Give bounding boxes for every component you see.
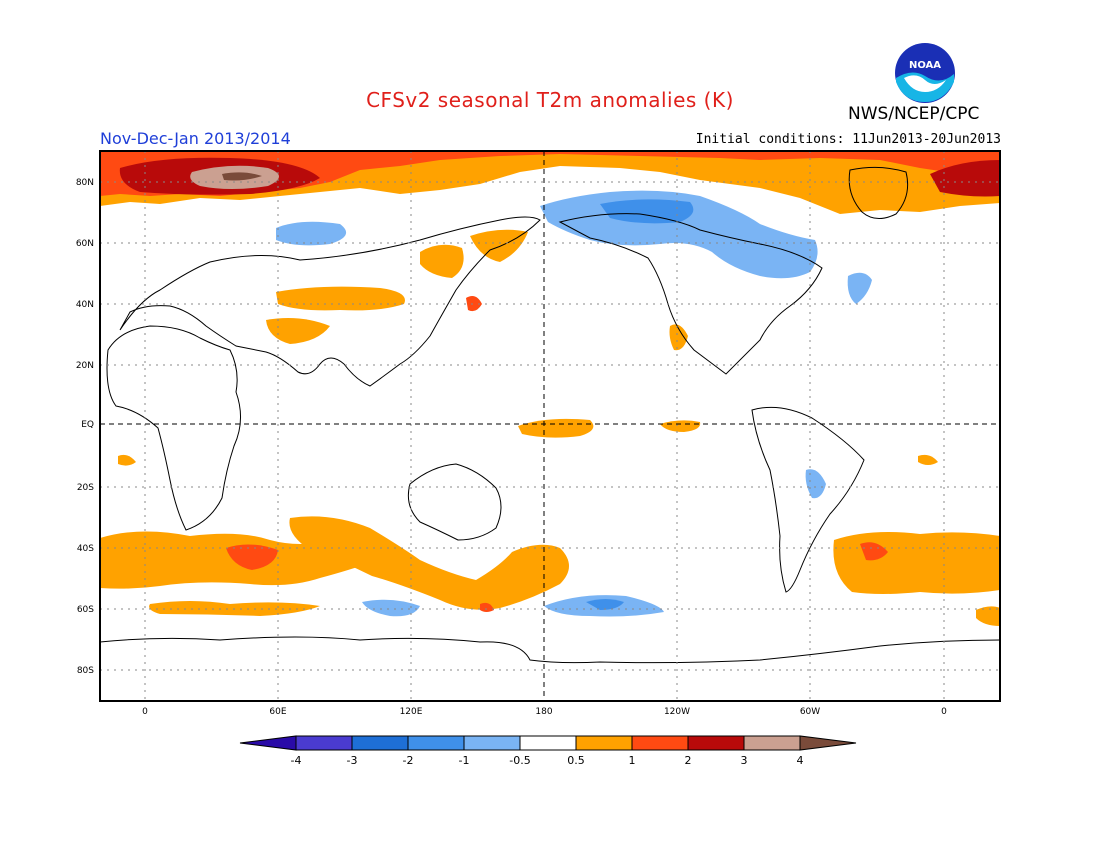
chart-title: CFSv2 seasonal T2m anomalies (K) bbox=[366, 88, 734, 112]
color-bar-segment bbox=[631, 735, 689, 751]
south-pacific-cold-area bbox=[544, 595, 664, 617]
grid bbox=[100, 151, 1000, 701]
south-pacific-cold-core bbox=[586, 599, 624, 610]
arctic-very-warm-area-west bbox=[119, 157, 320, 195]
arctic-very-warm-area-east bbox=[930, 160, 1000, 197]
siberia-warm-area bbox=[470, 229, 528, 262]
lat-label: 20N bbox=[76, 361, 94, 371]
color-bar bbox=[239, 735, 857, 751]
color-bar-labels: -4 -3 -2 -1 -0.5 0.5 1 2 3 4 bbox=[291, 754, 804, 767]
noaa-logo-text: NOAA bbox=[909, 60, 941, 71]
lat-label: EQ bbox=[81, 420, 94, 430]
south-atlantic-strong-warm bbox=[860, 542, 888, 561]
lat-labels: 80N 60N 40N 20N EQ 20S 40S 60S 80S bbox=[76, 178, 94, 676]
anomaly-shading bbox=[100, 151, 1000, 626]
lat-label: 80S bbox=[77, 666, 94, 676]
legend-label: 4 bbox=[797, 754, 804, 767]
equatorial-pacific-warm-area bbox=[518, 418, 594, 438]
africa-coastline bbox=[106, 325, 241, 531]
lat-label: 40N bbox=[76, 300, 94, 310]
lon-labels: 0 60E 120E 180 120W 60W 0 bbox=[142, 707, 947, 717]
southern-ocean-warm-area-east bbox=[833, 532, 1000, 594]
lat-label: 20S bbox=[77, 483, 94, 493]
forecast-period: Nov-Dec-Jan 2013/2014 bbox=[100, 129, 291, 148]
color-bar-segment bbox=[519, 735, 577, 751]
color-bar-segment bbox=[407, 735, 465, 751]
southern-ocean-warm-area-mid bbox=[289, 516, 569, 610]
color-bar-segment bbox=[295, 735, 353, 751]
legend-label: -1 bbox=[459, 754, 470, 767]
legend-label: -3 bbox=[347, 754, 358, 767]
greenland-coastline bbox=[848, 166, 909, 219]
lon-label: 0 bbox=[941, 707, 947, 717]
color-bar-segment bbox=[463, 735, 521, 751]
antarctica-coastline bbox=[100, 636, 1000, 664]
arctic-extreme-warm-area bbox=[190, 165, 279, 189]
southern-ocean-warm-area-west bbox=[100, 531, 372, 589]
lon-label: 60W bbox=[800, 707, 820, 717]
color-bar-segment bbox=[351, 735, 409, 751]
lon-label: 180 bbox=[535, 707, 552, 717]
map-frame bbox=[99, 150, 1001, 702]
north-america-coastline bbox=[558, 213, 823, 375]
europe-cold-area bbox=[276, 221, 347, 246]
tasman-strong-warm bbox=[480, 602, 494, 612]
color-bar-segment bbox=[743, 735, 801, 751]
eurasia-coastline bbox=[119, 216, 541, 387]
legend-label: -0.5 bbox=[509, 754, 530, 767]
north-america-cold-area bbox=[540, 190, 818, 279]
arctic-warm-area bbox=[100, 151, 1000, 214]
color-bar-segment bbox=[575, 735, 633, 751]
japan-warm-spot bbox=[466, 296, 482, 312]
lon-label: 120W bbox=[664, 707, 690, 717]
north-america-cold-core bbox=[600, 199, 694, 224]
mexico-warm-area bbox=[669, 324, 688, 351]
south-pacific-warm-east bbox=[976, 606, 1000, 626]
color-bar-arrow-high bbox=[799, 735, 857, 751]
asia-warm-band bbox=[276, 286, 405, 311]
noaa-logo: NOAA bbox=[895, 43, 955, 103]
south-atlantic-warm-spot bbox=[918, 454, 938, 465]
lat-label: 60S bbox=[77, 605, 94, 615]
east-asia-warm-area bbox=[420, 244, 464, 278]
lat-label: 40S bbox=[77, 544, 94, 554]
south-america-cold-area bbox=[805, 469, 826, 499]
middle-east-warm-area bbox=[266, 318, 330, 344]
legend-label: -2 bbox=[403, 754, 414, 767]
legend-label: 1 bbox=[629, 754, 636, 767]
atlantic-warm-spot bbox=[118, 454, 136, 466]
south-indian-strong-warm bbox=[226, 544, 278, 570]
legend-label: 3 bbox=[741, 754, 748, 767]
lon-label: 60E bbox=[269, 707, 286, 717]
lon-label: 0 bbox=[142, 707, 148, 717]
initial-conditions: Initial conditions: 11Jun2013-20Jun2013 bbox=[695, 132, 1001, 147]
australia-coastline bbox=[407, 463, 502, 541]
arctic-peak-area bbox=[222, 172, 262, 181]
legend-label: -4 bbox=[291, 754, 302, 767]
lon-label: 120E bbox=[400, 707, 423, 717]
south-indian-cold-area bbox=[362, 599, 420, 617]
agency-label: NWS/NCEP/CPC bbox=[848, 104, 980, 124]
southern-ocean-warm-band bbox=[149, 601, 320, 616]
legend-label: 2 bbox=[685, 754, 692, 767]
south-america-coastline bbox=[751, 406, 865, 593]
color-bar-arrow-low bbox=[239, 735, 297, 751]
color-bar-segment bbox=[687, 735, 745, 751]
lat-label: 60N bbox=[76, 239, 94, 249]
legend-label: 0.5 bbox=[567, 754, 585, 767]
atlantic-cold-area bbox=[847, 272, 872, 304]
east-pacific-warm-area bbox=[660, 420, 701, 432]
arctic-strong-warm-area bbox=[100, 151, 1000, 196]
lat-label: 80N bbox=[76, 178, 94, 188]
equator-dateline bbox=[100, 151, 1000, 701]
coastlines bbox=[100, 166, 1000, 664]
